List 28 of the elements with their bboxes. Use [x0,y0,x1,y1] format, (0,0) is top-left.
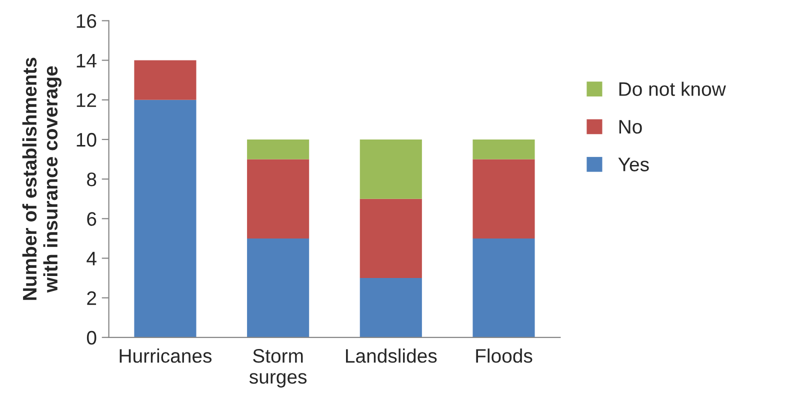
bar [472,139,535,160]
bar [360,278,422,338]
x-tick-label: Floods [476,348,532,363]
bar [247,139,310,160]
x-tick-label: Hurricanes [120,348,212,363]
bar [360,198,422,278]
y-tick-label: 10 [76,132,96,147]
y-tick-label: 16 [76,14,96,28]
y-axis-title: Number of establishments with insurance coverage [22,58,62,300]
bar [472,238,535,338]
bar [247,238,310,338]
y-tick-label: 12 [76,93,96,107]
y-tick-label: 4 [86,252,96,266]
x-tick-label: Landslides [346,348,437,363]
y-tick-label: 8 [87,172,96,186]
y-tick-label: 0 [86,330,96,345]
bar [472,159,535,238]
y-tick-label: 6 [87,212,96,226]
x-tick-label: Storm surges [249,349,307,388]
y-tick-label: 14 [76,54,96,68]
bar [360,139,422,199]
bar [134,100,196,338]
bar [134,60,196,100]
bar [247,159,310,238]
y-tick-label: 2 [87,291,96,305]
legend-label: No [619,120,642,134]
legend-label: Do not know [619,82,726,96]
legend-label: Yes [618,158,649,172]
